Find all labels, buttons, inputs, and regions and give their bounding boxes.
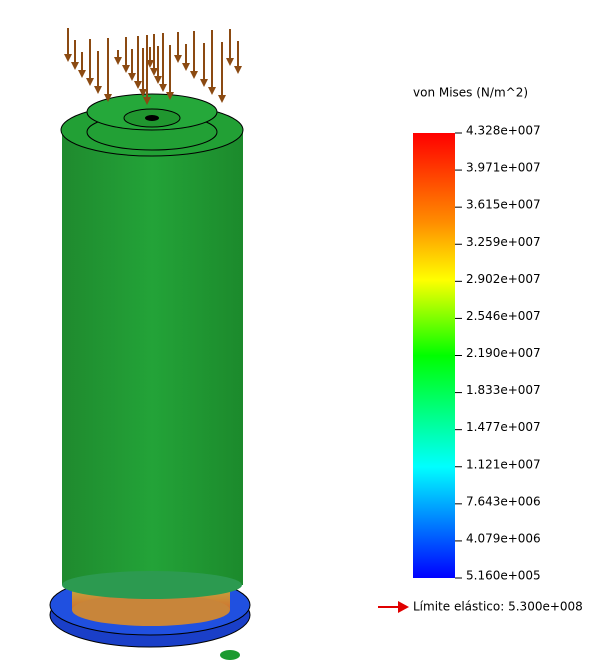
yield-marker bbox=[378, 601, 409, 613]
legend-label: 4.079e+006 bbox=[466, 531, 541, 545]
arrow-head bbox=[174, 55, 182, 63]
simulation-view: von Mises (N/m^2) 4.328e+007 3.971e+007 3.… bbox=[0, 0, 607, 664]
legend-label: 3.615e+007 bbox=[466, 198, 541, 212]
legend-title: von Mises (N/m^2) bbox=[413, 86, 528, 100]
legend-label: 4.328e+007 bbox=[466, 124, 541, 138]
legend-label: 5.160e+005 bbox=[466, 569, 541, 583]
arrow-head bbox=[122, 65, 130, 73]
arrow-head bbox=[159, 84, 167, 92]
legend-label: 1.121e+007 bbox=[466, 457, 541, 471]
legend-label: 1.833e+007 bbox=[466, 383, 541, 397]
arrow-head bbox=[128, 73, 136, 81]
arrow-head bbox=[190, 71, 198, 79]
arrow-head bbox=[208, 87, 216, 95]
legend-label: 3.971e+007 bbox=[466, 161, 541, 175]
arrow-head bbox=[226, 58, 234, 66]
yield-limit: Límite elástico: 5.300e+008 bbox=[413, 600, 583, 614]
legend-label: 2.190e+007 bbox=[466, 346, 541, 360]
arrow-head bbox=[64, 54, 72, 62]
arrow-head bbox=[154, 76, 162, 84]
legend-label: 2.902e+007 bbox=[466, 272, 541, 286]
arrow-head bbox=[86, 78, 94, 86]
arrow-head bbox=[71, 62, 79, 70]
arrow-head bbox=[94, 86, 102, 94]
color-bar bbox=[413, 133, 455, 578]
arrow-head bbox=[114, 57, 122, 65]
legend-label: 7.643e+006 bbox=[466, 494, 541, 508]
arrow-head bbox=[218, 95, 226, 103]
load-arrows bbox=[64, 28, 242, 105]
arrow-head bbox=[134, 81, 142, 89]
arrow-head bbox=[182, 63, 190, 71]
arrow-head bbox=[78, 70, 86, 78]
model bbox=[50, 94, 250, 660]
arrow-head bbox=[200, 79, 208, 87]
legend-label: 1.477e+007 bbox=[466, 420, 541, 434]
arrow-head bbox=[234, 66, 242, 74]
legend-label: 2.546e+007 bbox=[466, 309, 541, 323]
arrow-head bbox=[150, 68, 158, 76]
legend-label: 3.259e+007 bbox=[466, 235, 541, 249]
legend-labels: 4.328e+007 3.971e+007 3.615e+007 3.259e+007… bbox=[455, 124, 541, 583]
